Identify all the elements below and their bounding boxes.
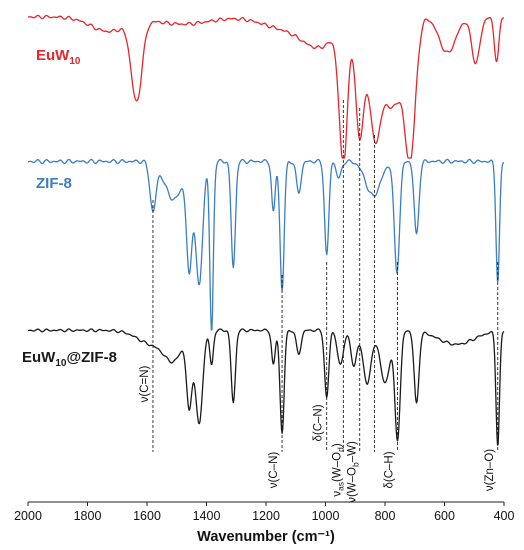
series-line-zif-8 <box>27 158 505 331</box>
spectra-group <box>27 14 505 446</box>
peak-label: ν(C–N) <box>268 452 280 489</box>
x-tick-label: 1000 <box>312 509 340 523</box>
series-line-euw10 <box>27 14 505 159</box>
x-tick-label: 800 <box>375 509 396 523</box>
peak-label: νas(W–Od) <box>331 443 345 497</box>
peak-label: ν(Zn–O) <box>484 449 496 491</box>
x-tick-label: 1800 <box>74 509 102 523</box>
series-label: ZIF-8 <box>36 175 72 192</box>
x-tick-label: 2000 <box>14 509 42 523</box>
peak-label: ν(C=N) <box>139 365 151 402</box>
peak-label: δ(C–H) <box>383 451 395 488</box>
x-axis-title: Wavenumber (cm⁻¹) <box>197 529 335 545</box>
series-label: EuW10@ZIF-8 <box>22 349 117 369</box>
peak-label: ν(W–Ob–W) <box>347 441 361 503</box>
peak-label: δ(C–N) <box>313 404 325 441</box>
x-tick-label: 1200 <box>252 509 280 523</box>
x-tick-label: 400 <box>494 509 515 523</box>
x-tick-label: 1400 <box>193 509 221 523</box>
series-labels: EuW10 ZIF-8 EuW10@ZIF-8 <box>22 47 117 369</box>
series-label: EuW10 <box>36 47 81 67</box>
x-tick-label: 600 <box>434 509 455 523</box>
x-tick-label: 1600 <box>133 509 161 523</box>
peak-guide-lines <box>152 100 499 452</box>
peak-assignment-labels: ν(C=N) ν(C–N) δ(C–N) δ(C–H) ν(Zn–O) νas(W–Od)… <box>139 365 496 502</box>
series-line-euw10-zif-8 <box>27 328 505 446</box>
x-axis: 2000 1800 1600 1400 1200 1000 800 600 400 <box>14 501 515 523</box>
